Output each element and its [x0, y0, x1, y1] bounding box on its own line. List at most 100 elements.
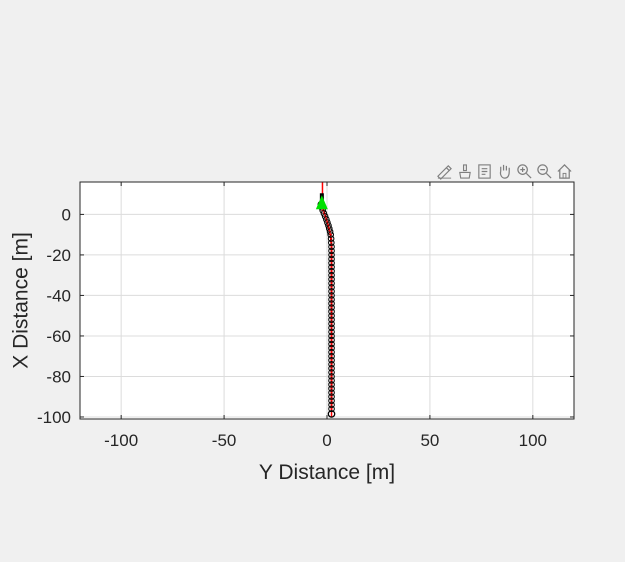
data-point-center — [330, 314, 333, 317]
data-point-center — [330, 342, 333, 346]
data-point — [328, 324, 335, 332]
data-point-center — [330, 407, 333, 410]
x-axis-label: Y Distance [m] — [259, 461, 395, 484]
data-point-center — [330, 257, 333, 261]
data-point — [328, 259, 335, 267]
pan-hand-icon[interactable] — [494, 161, 514, 181]
data-point-center — [330, 274, 333, 277]
data-point — [328, 239, 335, 247]
data-point — [328, 312, 335, 319]
data-point-center — [330, 330, 333, 333]
data-point-center — [330, 237, 333, 240]
data-point-center — [329, 233, 332, 236]
data-point — [328, 263, 335, 271]
y-tick-label: 0 — [62, 205, 71, 224]
data-point — [320, 210, 328, 217]
data-point — [328, 243, 335, 251]
brush-icon[interactable] — [454, 161, 474, 181]
data-point-center — [330, 278, 333, 281]
data-point-center — [330, 286, 333, 289]
data-point — [328, 344, 335, 352]
data-point-center — [330, 249, 333, 252]
data-point — [328, 279, 335, 287]
data-point-center — [330, 399, 333, 402]
data-point — [327, 231, 335, 238]
data-point — [328, 385, 335, 392]
data-point — [328, 292, 335, 299]
data-layer — [315, 182, 336, 418]
data-point — [328, 316, 335, 324]
data-tips-icon[interactable] — [474, 161, 494, 181]
y-tick-label: -80 — [46, 367, 71, 386]
data-point-center — [330, 318, 333, 321]
x-tick-label: -50 — [212, 431, 237, 450]
zoom-out-icon[interactable] — [534, 161, 554, 181]
ticks: -100 -50 0 50 100 0 -20 -40 -60 -80 -100 — [37, 182, 574, 450]
data-point — [328, 308, 335, 315]
data-point-center — [330, 306, 333, 309]
data-point — [328, 397, 335, 405]
data-point — [328, 300, 335, 307]
data-point — [328, 288, 335, 295]
data-point — [328, 356, 335, 364]
x-tick-label: -100 — [104, 431, 138, 450]
x-tick-label: 0 — [322, 431, 331, 450]
data-point — [328, 267, 335, 275]
data-point — [328, 348, 335, 356]
data-point-center — [330, 310, 333, 313]
data-point-center — [330, 326, 333, 329]
data-point — [328, 275, 335, 283]
data-point-center — [330, 294, 333, 297]
data-point-center — [330, 322, 333, 325]
data-point — [328, 320, 335, 328]
data-point-center — [330, 391, 333, 394]
data-point-center — [330, 355, 333, 358]
y-tick-label: -20 — [46, 246, 71, 265]
data-point — [328, 389, 335, 396]
y-tick-label: -60 — [46, 327, 71, 346]
x-tick-label: 100 — [519, 431, 547, 450]
data-point — [328, 381, 335, 388]
data-point-center — [330, 245, 333, 248]
data-point — [328, 365, 335, 372]
data-point-center — [330, 363, 333, 366]
data-point-center — [330, 241, 333, 244]
data-point-center — [330, 367, 333, 370]
data-point — [328, 373, 335, 380]
data-point-center — [330, 261, 333, 265]
data-point — [328, 284, 335, 291]
data-point-center — [330, 290, 333, 293]
data-point — [328, 401, 335, 409]
data-point-center — [330, 395, 333, 398]
end-marker — [327, 410, 336, 418]
data-point — [327, 235, 335, 243]
x-tick-label: 50 — [420, 431, 439, 450]
data-point — [328, 328, 335, 336]
zoom-in-icon[interactable] — [514, 161, 534, 181]
data-point-center — [330, 383, 333, 386]
data-point-center — [330, 351, 333, 354]
data-point-center — [330, 338, 333, 342]
y-axis-label: X Distance [m] — [9, 232, 32, 369]
data-point — [328, 377, 335, 384]
data-point — [328, 251, 335, 259]
data-point — [328, 255, 335, 263]
data-point — [328, 340, 335, 348]
data-point-center — [330, 375, 333, 378]
data-point-center — [330, 379, 333, 382]
data-point — [328, 405, 335, 413]
home-icon[interactable] — [554, 161, 574, 181]
axes-toolbar — [434, 161, 574, 181]
data-point — [328, 336, 335, 344]
y-tick-label: -40 — [46, 286, 71, 305]
data-point — [328, 332, 335, 340]
data-point-center — [330, 282, 333, 285]
data-point-center — [330, 371, 333, 374]
data-point-center — [330, 387, 333, 390]
edit-plot-icon[interactable] — [434, 161, 454, 181]
vehicle-marker — [315, 195, 328, 210]
data-point-center — [330, 265, 333, 269]
data-point — [321, 213, 329, 220]
data-point-center — [330, 359, 333, 362]
data-point-center — [330, 347, 333, 350]
